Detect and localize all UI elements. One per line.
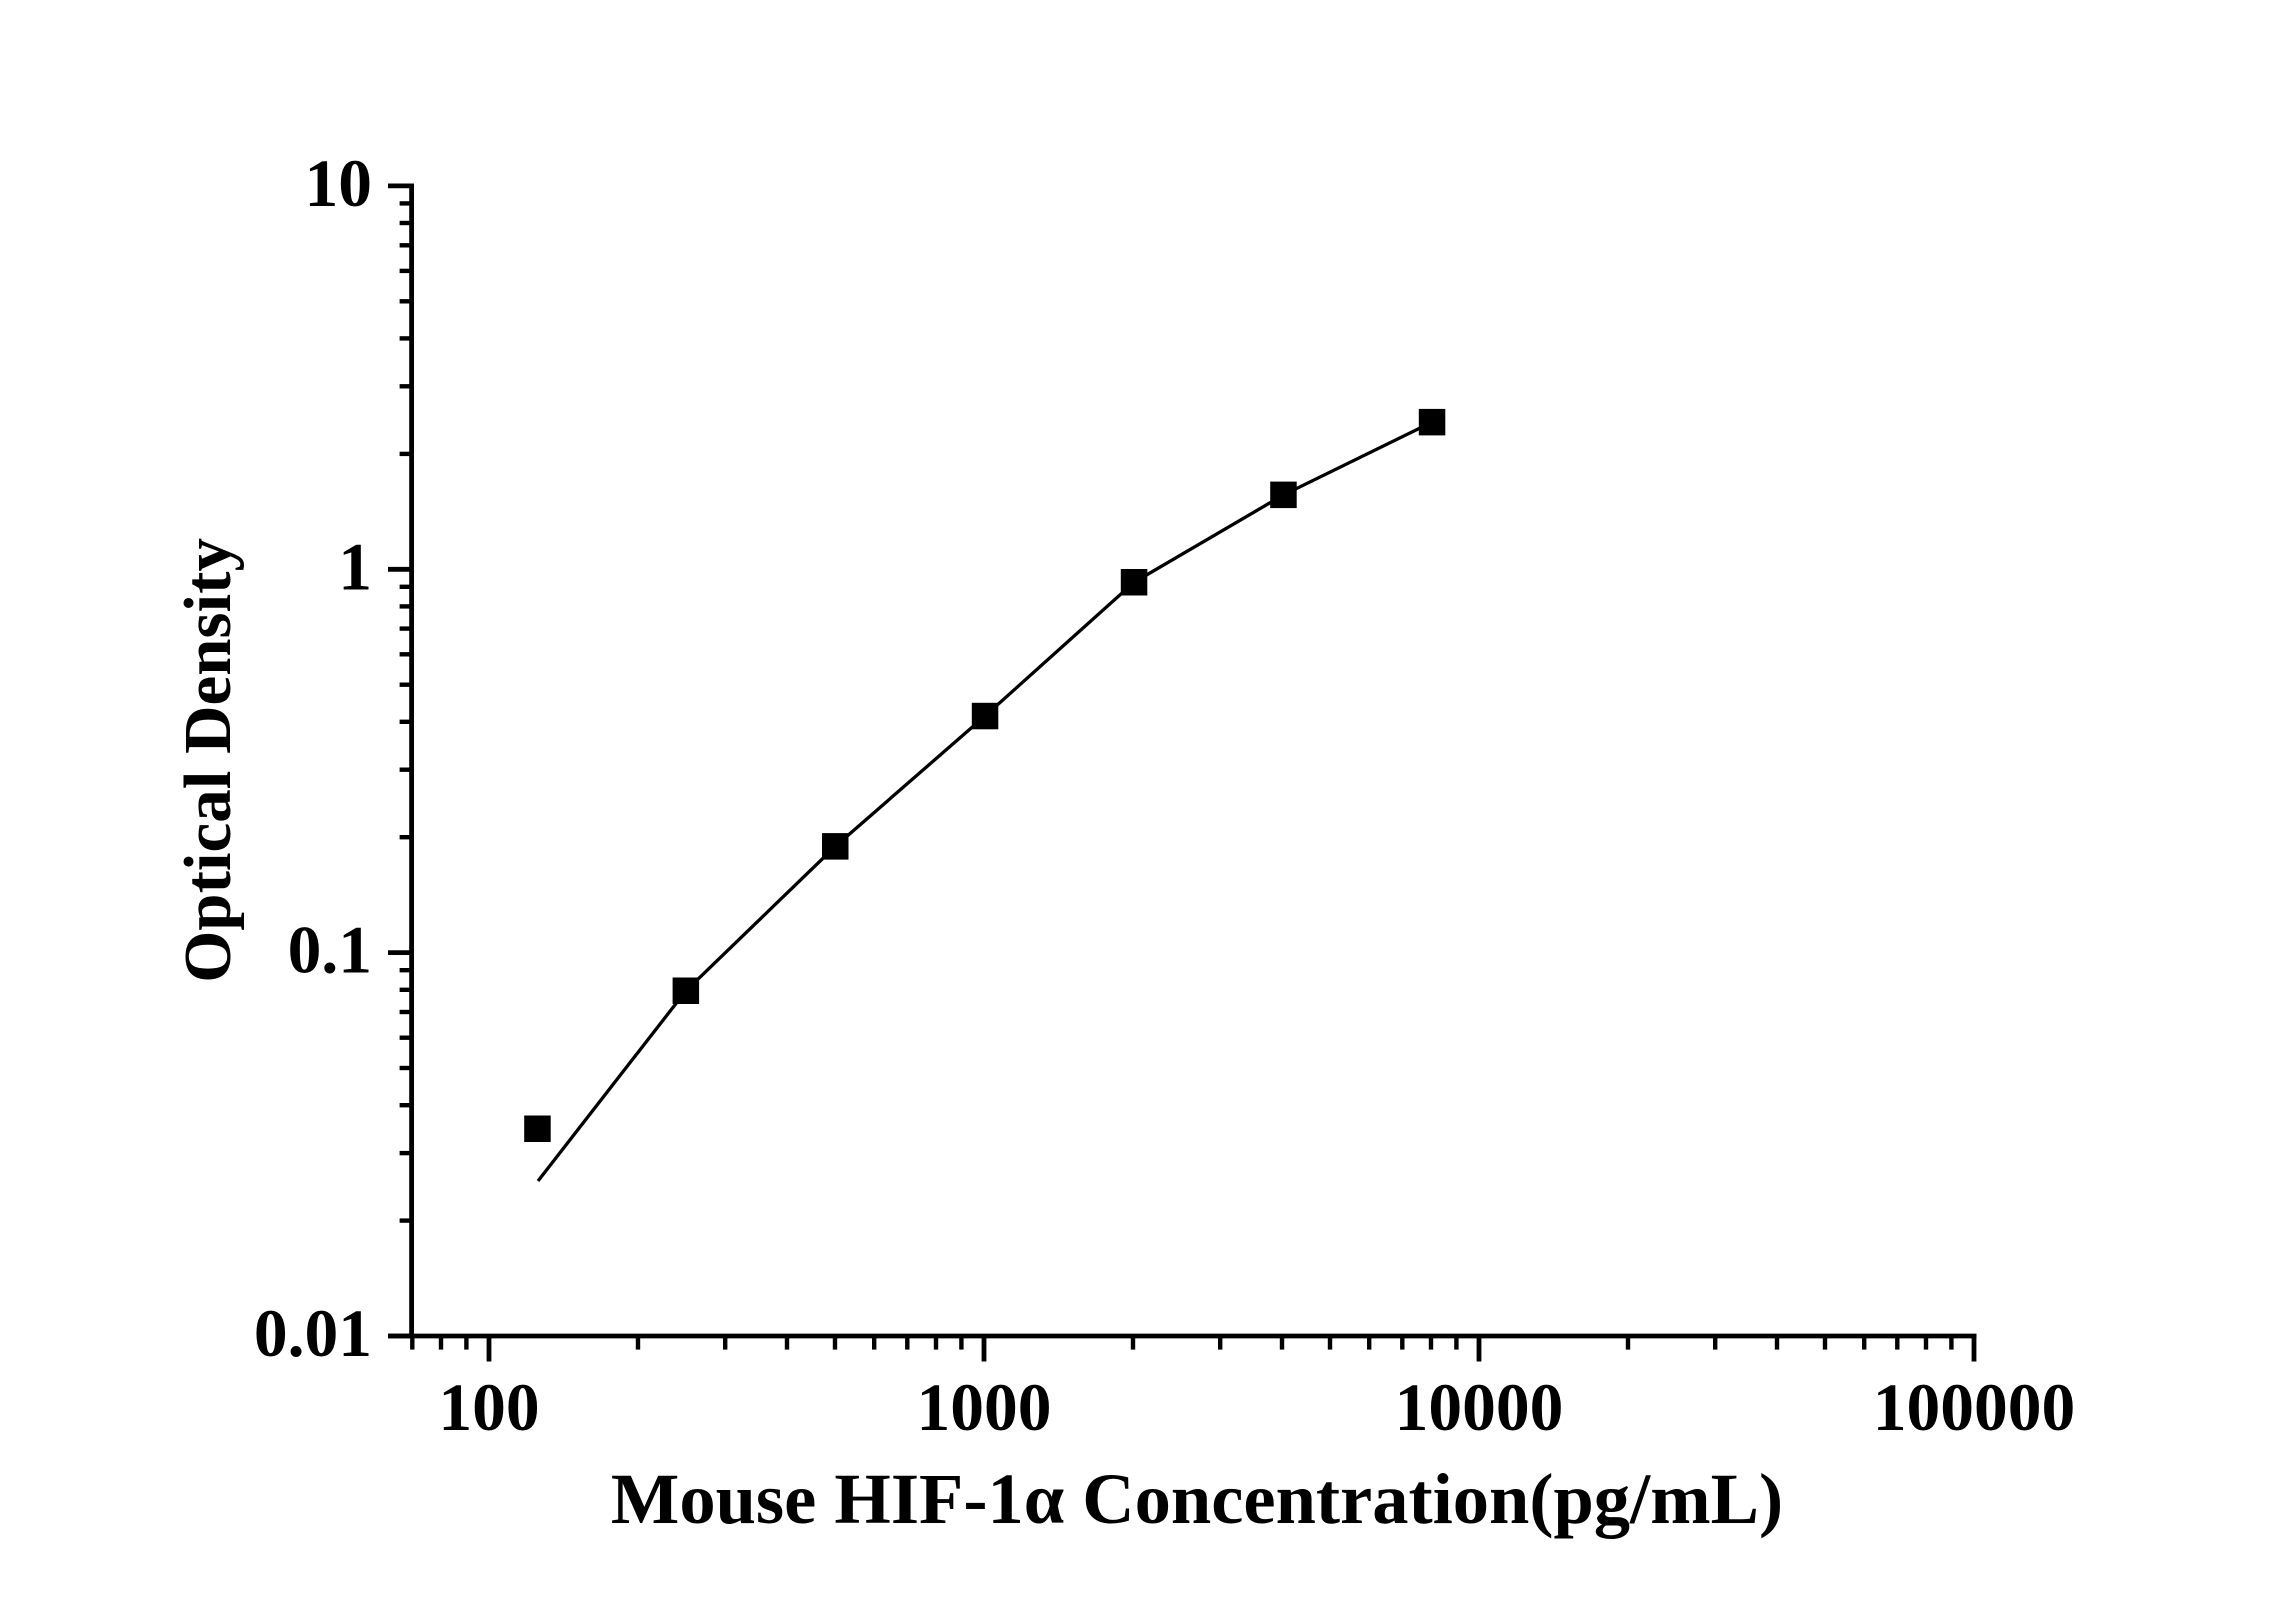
svg-text:10: 10 [305, 146, 373, 221]
svg-text:Optical Density: Optical Density [171, 538, 245, 983]
svg-text:Mouse HIF-1α Concentration(pg/: Mouse HIF-1α Concentration(pg/mL) [611, 1458, 1783, 1539]
svg-text:10000: 10000 [1395, 1370, 1564, 1445]
svg-text:0.01: 0.01 [254, 1296, 372, 1371]
svg-text:0.1: 0.1 [288, 913, 372, 988]
svg-text:1000: 1000 [917, 1370, 1052, 1445]
svg-text:100: 100 [438, 1370, 539, 1445]
svg-text:100000: 100000 [1873, 1370, 2076, 1445]
svg-text:1: 1 [338, 529, 372, 604]
